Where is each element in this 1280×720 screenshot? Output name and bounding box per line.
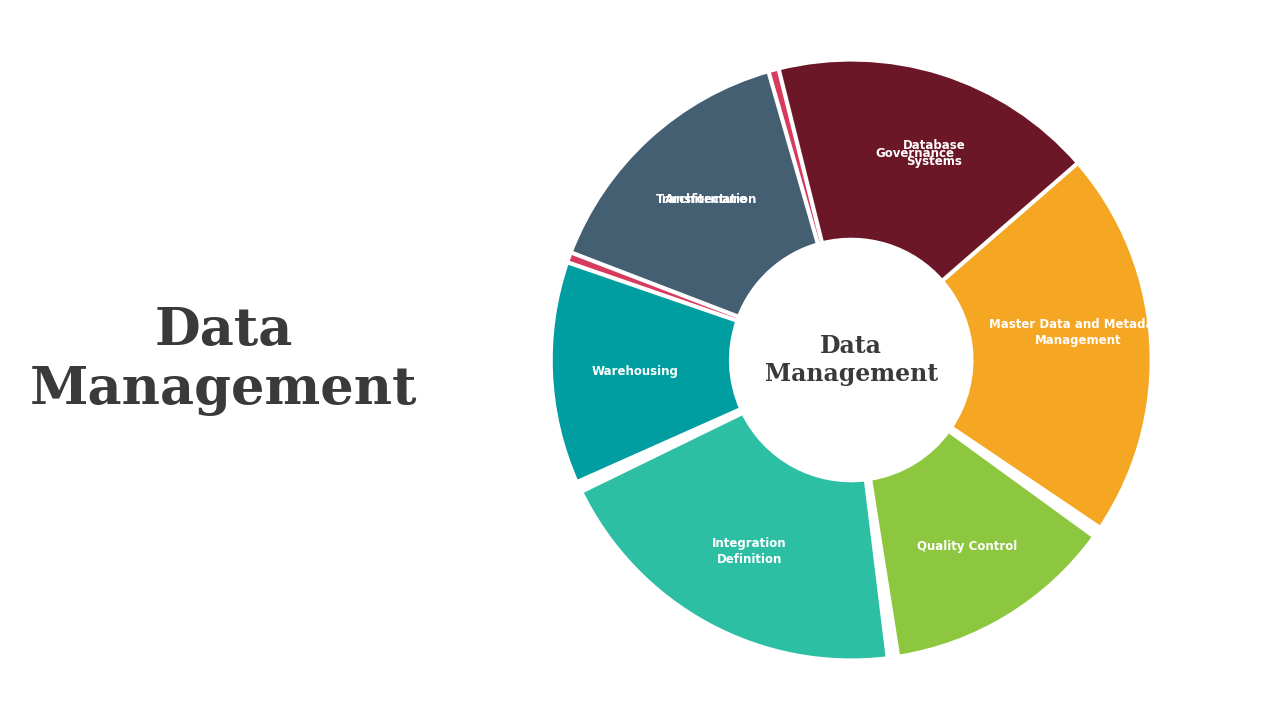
Text: Data
Management: Data Management [764,334,938,386]
Text: Quality Control: Quality Control [918,539,1018,552]
Text: Database
Systems: Database Systems [904,139,966,168]
Wedge shape [550,60,849,358]
Wedge shape [581,413,888,660]
Wedge shape [854,60,1048,269]
Text: Architecture: Architecture [666,193,748,206]
Text: Data
Management: Data Management [31,305,417,415]
Text: Master Data and Metadata
Management: Master Data and Metadata Management [989,318,1167,346]
Wedge shape [550,262,741,482]
Wedge shape [778,60,1078,281]
Text: Integration
Definition: Integration Definition [712,536,787,565]
Text: Governance: Governance [876,147,954,160]
Text: Warehousing: Warehousing [591,365,678,378]
Text: Transformation: Transformation [655,193,756,206]
Circle shape [731,240,972,480]
Wedge shape [870,431,1094,657]
Wedge shape [933,140,1152,528]
Wedge shape [571,71,818,317]
